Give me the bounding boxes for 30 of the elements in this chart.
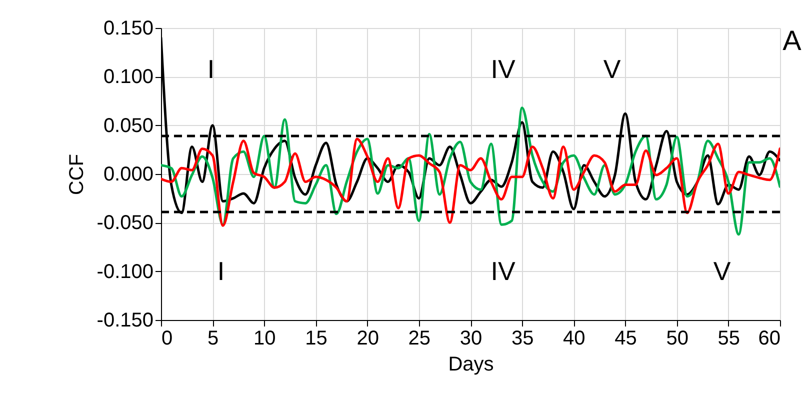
x-tick-label: 60 — [758, 328, 780, 350]
x-tick-label: 15 — [305, 328, 328, 350]
annotation: IV — [490, 256, 516, 286]
y-tick-label: 0.000 — [103, 164, 154, 186]
x-axis-title: Days — [448, 354, 494, 376]
x-tick-label: 10 — [254, 328, 276, 350]
x-tick-label: 45 — [614, 328, 637, 350]
y-axis-title: CCF — [66, 154, 88, 196]
y-tick-label: -0.050 — [96, 212, 154, 234]
x-tick-label: 25 — [408, 328, 431, 350]
x-tick-label: 0 — [162, 328, 173, 350]
annotation: IV — [490, 54, 516, 84]
x-tick-label: 35 — [511, 328, 534, 350]
text: A — [782, 25, 802, 56]
y-tick-label: 0.150 — [103, 18, 154, 40]
annotation: I — [207, 54, 215, 84]
x-tick-label: 40 — [563, 328, 586, 350]
y-tick-label: -0.150 — [96, 310, 154, 332]
annotation: I — [217, 256, 225, 286]
x-tick-label: 50 — [666, 328, 688, 350]
annotation: V — [713, 256, 732, 286]
x-tick-label: 55 — [718, 328, 740, 350]
x-tick-label: 20 — [356, 328, 379, 350]
y-tick-label: 0.100 — [103, 66, 154, 88]
y-tick-label: 0.050 — [103, 114, 154, 137]
y-tick-label: -0.100 — [96, 260, 154, 283]
annotation: V — [603, 54, 622, 84]
x-tick-label: 30 — [460, 328, 482, 350]
line-series — [161, 138, 780, 227]
x-tick-label: 5 — [208, 328, 219, 350]
